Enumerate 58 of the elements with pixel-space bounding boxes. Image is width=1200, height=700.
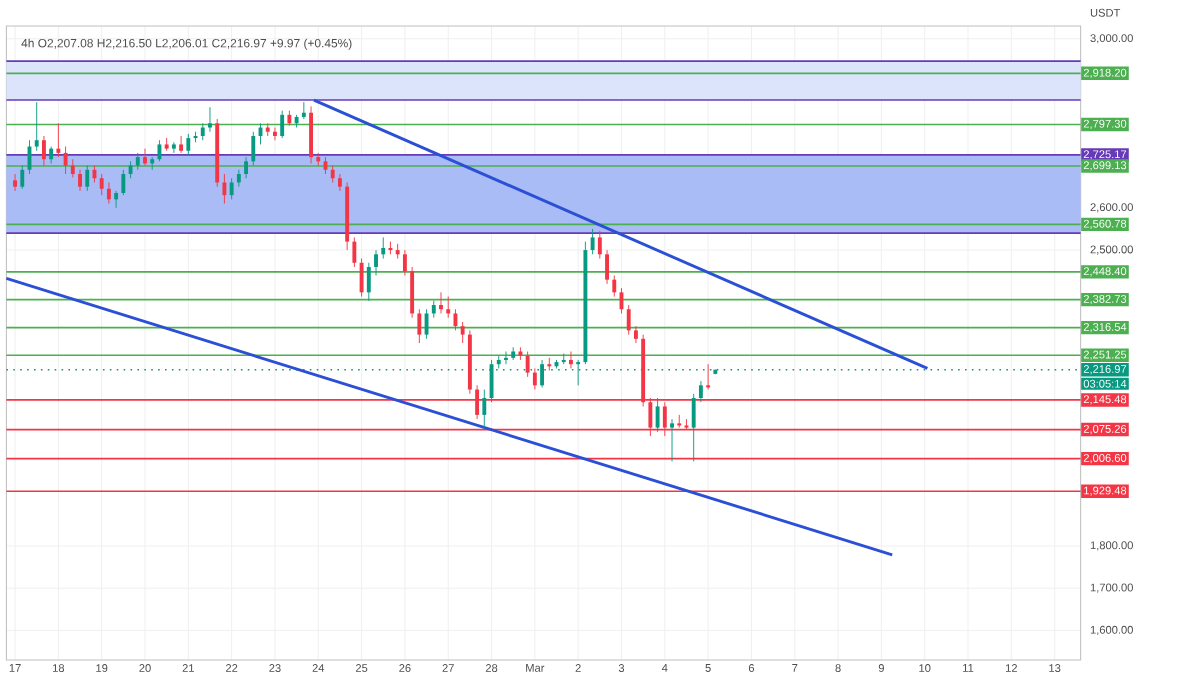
candlestick [273, 127, 277, 141]
candlestick [482, 389, 487, 429]
candlestick [655, 397, 660, 433]
candlestick [460, 321, 465, 344]
candlestick [366, 262, 371, 302]
candlestick [78, 169, 82, 192]
candlestick [99, 173, 104, 196]
candlestick [280, 110, 285, 139]
candlestick [670, 418, 674, 462]
candlestick [590, 228, 595, 255]
candlestick [569, 351, 573, 369]
candlestick [229, 177, 234, 200]
candlestick [374, 249, 378, 276]
candlestick [157, 139, 162, 162]
candlestick [633, 325, 638, 344]
candlestick [85, 165, 90, 192]
candlestick [439, 291, 443, 315]
candlestick [309, 106, 313, 164]
candlestick [63, 146, 68, 175]
candlestick [402, 249, 407, 276]
candlestick [547, 357, 552, 372]
candlestick [34, 101, 39, 152]
candlestick [691, 393, 696, 462]
candlestick [381, 237, 386, 260]
candlestick [56, 122, 61, 158]
candlestick [20, 165, 25, 190]
candlestick [337, 173, 342, 192]
candlestick [143, 148, 147, 167]
candlestick [417, 308, 422, 344]
candlestick [244, 156, 249, 179]
candlestick [171, 141, 176, 154]
candlestick [41, 135, 46, 167]
candlestick [446, 296, 451, 319]
candlestick [114, 190, 119, 209]
candlestick [186, 133, 191, 156]
candlestick [532, 368, 537, 391]
candlestick [698, 380, 703, 403]
candlestick [106, 182, 111, 205]
candlestick [597, 230, 602, 260]
candlestick [251, 131, 256, 167]
candlestick [70, 158, 75, 178]
candlestick [525, 351, 530, 378]
candlestick [13, 173, 17, 192]
candlestick [410, 266, 415, 319]
candlestick [504, 351, 508, 365]
candlestick [208, 106, 212, 133]
candlestick [612, 275, 617, 298]
candlestick [626, 304, 631, 336]
candlestick [179, 135, 184, 154]
candlestick [605, 249, 609, 285]
candlestick [706, 363, 711, 391]
candlestick [222, 173, 227, 205]
candlestick [424, 308, 429, 340]
candlestick [352, 237, 357, 268]
candlestick [236, 169, 241, 188]
candlestick [121, 169, 126, 196]
candlestick [453, 308, 458, 331]
candlestick [359, 258, 364, 298]
